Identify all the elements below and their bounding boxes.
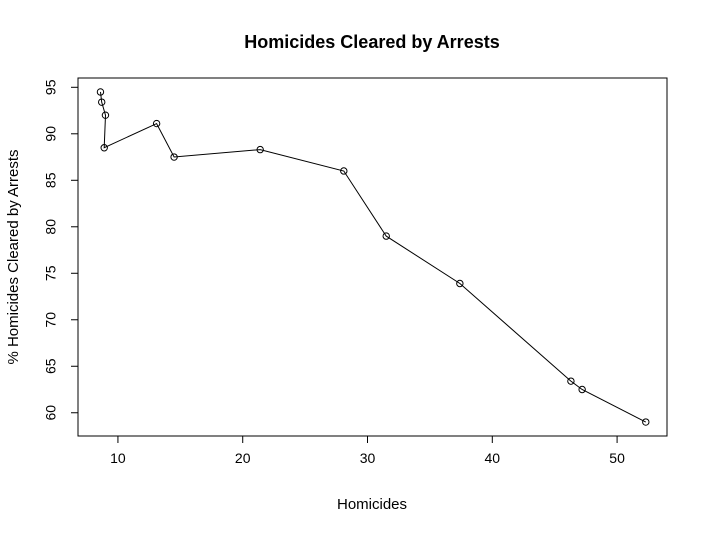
x-tick-label: 10	[110, 450, 126, 466]
data-point	[98, 98, 106, 106]
y-axis: 60 65 70 75 80 85 90 95	[43, 79, 79, 421]
series-polyline	[100, 91, 647, 423]
data-point	[100, 144, 108, 152]
series-line	[100, 91, 647, 423]
y-axis-label: % Homicides Cleared by Arrests	[5, 149, 22, 364]
y-tick-label: 90	[43, 126, 59, 142]
data-point	[152, 119, 161, 128]
y-tick-label: 65	[43, 358, 59, 374]
chart-title: Homicides Cleared by Arrests	[244, 32, 499, 52]
data-point	[96, 88, 105, 96]
data-point	[567, 377, 575, 385]
x-axis-label: Homicides	[337, 496, 407, 513]
y-tick-label: 60	[43, 405, 59, 421]
data-point	[340, 167, 348, 175]
x-tick-label: 20	[235, 450, 251, 466]
data-point	[382, 232, 390, 240]
y-tick-label: 85	[43, 172, 59, 188]
data-point	[101, 111, 110, 119]
y-tick-label: 80	[43, 219, 59, 235]
y-tick-label: 75	[43, 265, 59, 281]
x-axis: 10 20 30 40 50	[110, 435, 625, 466]
data-point	[578, 385, 586, 394]
data-point	[256, 145, 264, 154]
data-point	[456, 279, 464, 288]
y-tick-label: 95	[43, 79, 59, 95]
x-tick-label: 50	[609, 450, 625, 466]
data-points	[96, 88, 650, 426]
plot-frame	[77, 77, 668, 437]
x-tick-label: 40	[485, 450, 501, 466]
data-point	[170, 153, 178, 161]
data-point	[642, 418, 650, 426]
y-tick-label: 70	[43, 312, 59, 328]
x-tick-label: 30	[360, 450, 376, 466]
